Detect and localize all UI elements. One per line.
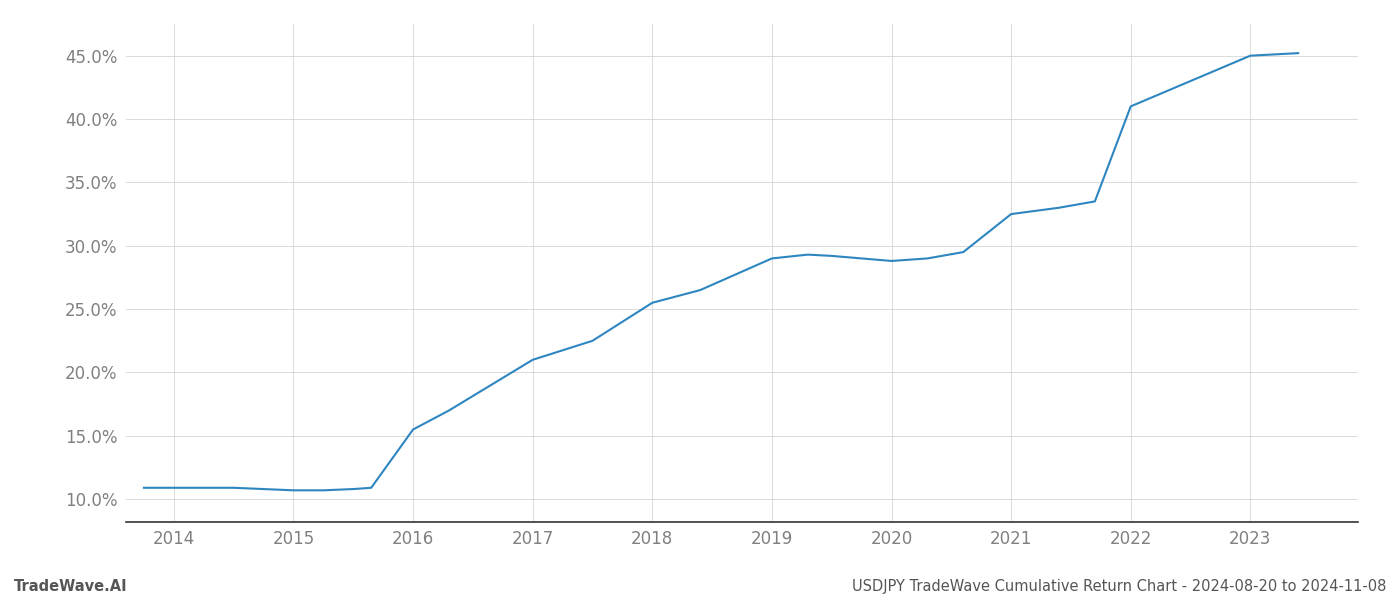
Text: USDJPY TradeWave Cumulative Return Chart - 2024-08-20 to 2024-11-08: USDJPY TradeWave Cumulative Return Chart…: [851, 579, 1386, 594]
Text: TradeWave.AI: TradeWave.AI: [14, 579, 127, 594]
